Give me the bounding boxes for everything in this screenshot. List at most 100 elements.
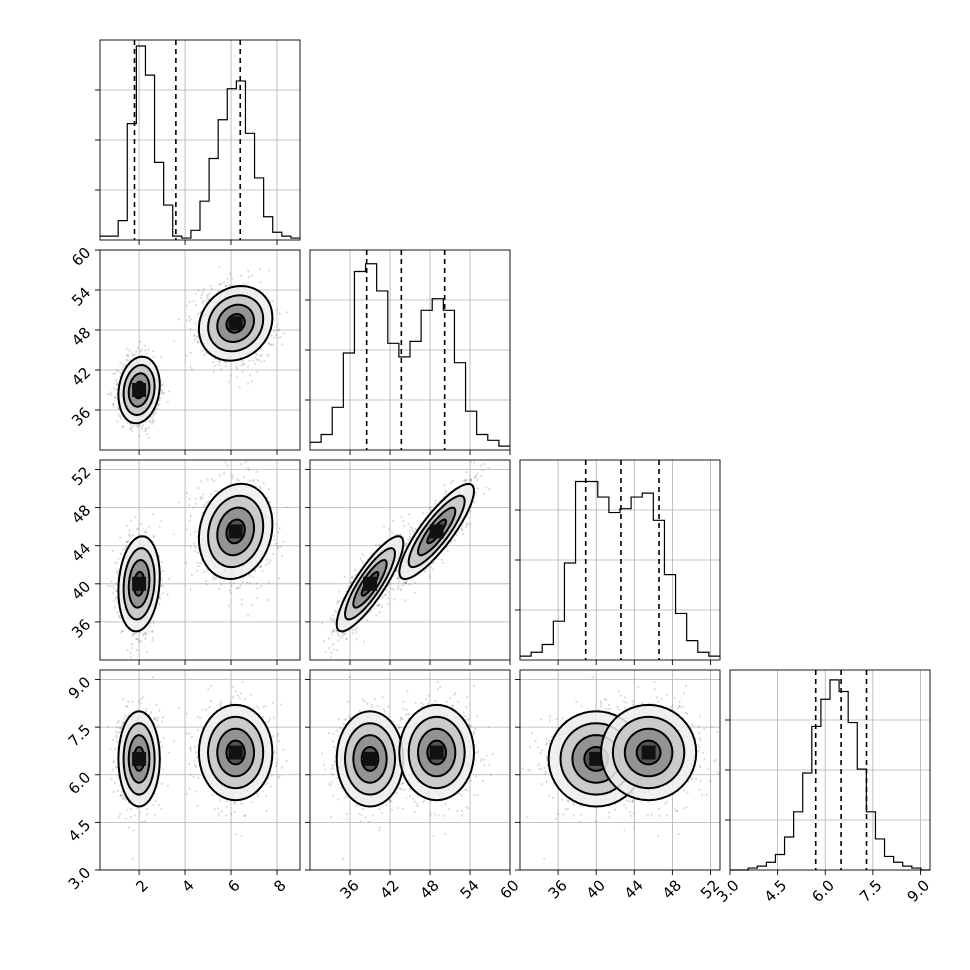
sample-point xyxy=(207,297,210,300)
sample-point xyxy=(160,519,163,523)
sample-point xyxy=(277,577,280,580)
sample-point xyxy=(193,546,197,549)
sample-point xyxy=(115,583,118,586)
sample-point xyxy=(248,582,252,585)
sample-point xyxy=(330,633,333,636)
sample-point xyxy=(399,533,402,536)
sample-point xyxy=(248,479,251,482)
sample-point xyxy=(217,363,220,366)
sample-point xyxy=(272,552,275,555)
sample-point xyxy=(224,284,227,288)
sample-point xyxy=(476,487,479,490)
sample-point xyxy=(161,389,164,392)
sample-point xyxy=(140,427,143,430)
sample-point xyxy=(408,535,411,538)
sample-point xyxy=(112,599,115,602)
sample-point xyxy=(114,589,118,592)
sample-point xyxy=(130,646,133,650)
sample-point xyxy=(160,584,164,587)
sample-point xyxy=(247,276,250,279)
sample-point xyxy=(231,476,234,479)
sample-point xyxy=(136,346,139,349)
sample-point xyxy=(268,500,272,504)
sample-point xyxy=(205,580,208,583)
sample-point xyxy=(201,496,204,499)
sample-point xyxy=(126,347,129,350)
sample-point xyxy=(239,584,242,587)
sample-point xyxy=(110,391,113,394)
sample-point xyxy=(115,388,118,391)
sample-point xyxy=(332,648,336,651)
sample-point xyxy=(194,322,197,325)
sample-point xyxy=(345,637,348,640)
sample-point xyxy=(323,640,326,643)
sample-point xyxy=(161,561,164,564)
sample-point xyxy=(277,545,280,549)
sample-point xyxy=(119,536,122,539)
sample-point xyxy=(324,650,327,653)
sample-point xyxy=(433,561,436,565)
sample-point xyxy=(152,414,155,417)
sample-point xyxy=(256,479,259,482)
sample-point xyxy=(113,372,116,375)
sample-point xyxy=(119,361,122,364)
sample-point xyxy=(248,359,251,362)
sample-point xyxy=(116,611,119,614)
sample-point xyxy=(205,501,208,504)
sample-point xyxy=(132,424,135,427)
sample-point xyxy=(190,573,193,576)
sample-point xyxy=(255,597,258,600)
sample-point xyxy=(112,402,115,405)
sample-point xyxy=(218,266,221,269)
sample-point xyxy=(273,535,276,538)
sample-point xyxy=(259,348,262,351)
sample-point xyxy=(270,334,273,337)
sample-point xyxy=(151,420,154,423)
sample-point xyxy=(407,538,410,541)
sample-point xyxy=(212,576,215,579)
sample-point xyxy=(250,274,254,277)
sample-point xyxy=(258,267,262,270)
sample-point xyxy=(218,587,221,590)
sample-point xyxy=(156,407,159,410)
sample-point xyxy=(114,378,118,381)
sample-point xyxy=(190,368,193,371)
sample-point xyxy=(159,597,162,600)
sample-point xyxy=(227,604,230,607)
sample-point xyxy=(115,381,118,384)
sample-point xyxy=(282,332,285,335)
sample-point xyxy=(212,480,215,483)
sample-point xyxy=(400,515,403,519)
sample-point xyxy=(188,504,191,507)
sample-point xyxy=(138,340,142,344)
sample-point xyxy=(337,634,340,637)
sample-point xyxy=(429,566,432,569)
sample-point xyxy=(122,363,125,366)
sample-point xyxy=(222,281,226,284)
sample-point xyxy=(152,622,155,625)
sample-point xyxy=(128,349,131,352)
sample-point xyxy=(114,597,117,600)
sample-point xyxy=(408,583,411,586)
sample-point xyxy=(273,538,276,542)
sample-point xyxy=(374,544,377,547)
sample-point xyxy=(135,648,138,651)
sample-point xyxy=(161,592,164,595)
sample-point xyxy=(356,626,359,629)
sample-point xyxy=(238,586,241,589)
sample-point xyxy=(189,515,192,518)
sample-point xyxy=(125,358,128,361)
sample-point xyxy=(197,487,200,490)
sample-point xyxy=(129,427,132,430)
sample-point xyxy=(147,436,150,439)
sample-point xyxy=(256,358,259,361)
sample-point xyxy=(339,636,342,640)
sample-point xyxy=(387,597,390,600)
sample-point xyxy=(218,474,221,477)
sample-point xyxy=(145,428,148,431)
sample-point xyxy=(231,474,234,477)
sample-point xyxy=(443,493,446,496)
sample-point xyxy=(126,359,129,362)
sample-point xyxy=(244,460,247,464)
sample-point xyxy=(259,354,262,357)
